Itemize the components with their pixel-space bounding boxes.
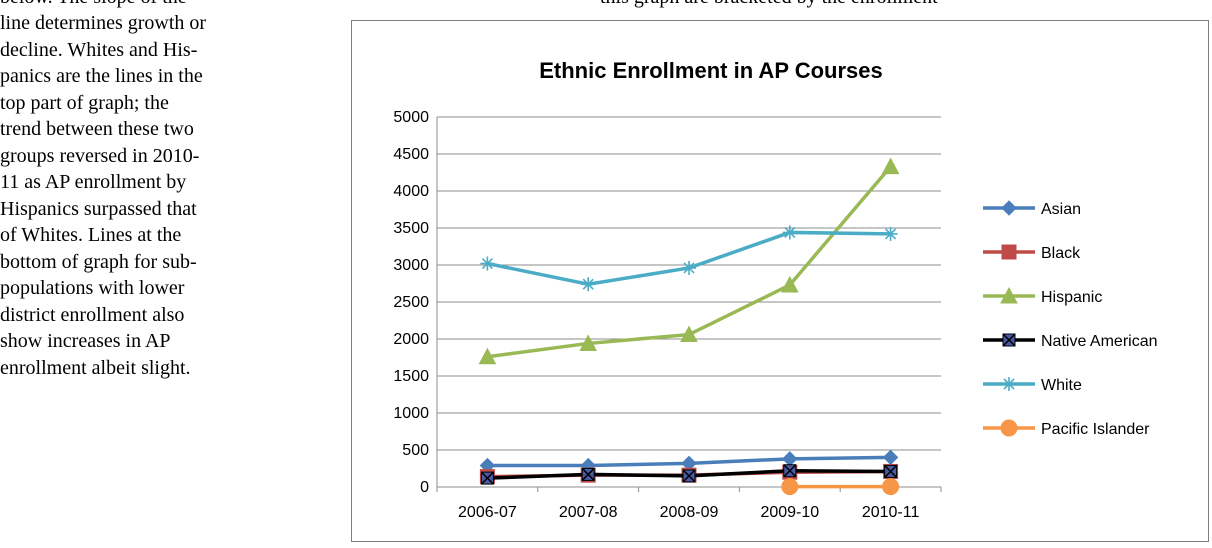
body-paragraph: line determines growth or decline. White… [0,10,330,381]
legend: Asian Black Hispanic Native American White Pa… [983,200,1158,438]
paragraph-line: populations with lower [0,277,185,299]
data-point [478,347,497,365]
paragraph-line: of Whites. Lines at the [0,224,182,246]
data-point [782,225,797,240]
data-point [883,226,898,241]
paragraph-line: 11 as AP enrollment by [0,171,187,193]
y-tick-label: 500 [402,442,429,459]
chart-title: Ethnic Enrollment in AP Courses [539,58,883,83]
legend-marker [1002,377,1016,391]
paragraph-line: decline. Whites and His- [0,38,198,61]
data-point [682,260,696,275]
legend-marker [1001,200,1017,216]
paragraph-line: show increases in AP [0,330,171,352]
x-tick-label: 2008-09 [660,504,719,521]
data-point [680,325,698,343]
legend-item: White [983,377,1082,394]
data-point [781,478,799,496]
y-tick-label: 1000 [393,405,429,422]
paragraph-line: groups reversed in 2010- [0,144,200,167]
data-point [780,275,799,293]
y-tick-label: 3000 [393,257,429,274]
y-tick-label: 2000 [393,331,429,348]
paragraph-line: bottom of graph for sub- [0,250,197,273]
data-point [782,451,798,467]
y-tick-label: 1500 [393,368,429,385]
y-tick-label: 5000 [393,109,429,126]
legend-label: Hispanic [1041,289,1102,306]
data-point [480,471,494,485]
y-tick-label: 0 [420,479,429,496]
legend-marker [1000,286,1018,304]
legend-marker [1001,244,1017,260]
paragraph-line: district enrollment also [0,303,185,326]
paragraph-line: line determines growth or [0,12,207,34]
line-chart: Ethnic Enrollment in AP Courses 0 500 1000… [393,58,1158,521]
legend-item: Black [983,244,1081,262]
paragraph-line: panics are the lines in the [0,65,203,87]
top-fragment-right: this graph are bracketed by the enrollme… [600,0,938,9]
top-fragment-left: below. The slope of the [0,0,187,9]
legend-label: Black [1041,245,1081,262]
x-tick-label: 2006-07 [458,504,517,521]
paragraph-line: top part of graph; the [0,91,169,114]
data-point [884,464,898,478]
data-point [882,449,899,466]
legend-item: Asian [983,200,1081,218]
data-point [581,277,596,292]
data-point [783,464,797,478]
x-tick-label: 2010-11 [862,504,920,521]
series-group [478,157,900,496]
legend-label: Pacific Islander [1041,421,1150,438]
y-tick-label: 4000 [393,183,429,200]
legend-marker [1000,419,1018,437]
data-point [882,478,900,496]
axes: 0 500 1000 1500 2000 2500 3000 3500 4000 4500 5000… [393,109,942,521]
gridlines [437,116,941,451]
y-tick-label: 3500 [393,220,429,237]
paragraph-line: Hispanics surpassed that [0,197,197,220]
x-tick-label: 2007-08 [559,504,618,521]
series-native-american [480,464,898,485]
y-tick-label: 4500 [393,146,429,163]
series-pacific-islander [781,478,900,496]
legend-marker [1002,333,1016,347]
legend-label: Asian [1041,201,1081,218]
data-point [579,334,598,351]
chart-frame [351,20,1209,542]
series-white [480,225,898,292]
legend-label: White [1041,377,1082,394]
data-point [581,467,595,481]
y-tick-label: 2500 [393,294,429,311]
legend-item: Native American [983,333,1158,350]
data-point [682,469,696,483]
legend-item: Hispanic [983,286,1102,306]
x-tick-label: 2009-10 [760,504,819,521]
legend-item: Pacific Islander [983,419,1150,438]
legend-label: Native American [1041,333,1158,350]
data-point [480,256,495,271]
paragraph-line: enrollment albeit slight. [0,356,191,379]
data-point [881,157,900,175]
paragraph-line: trend between these two [0,118,194,140]
series-hispanic [478,157,900,365]
